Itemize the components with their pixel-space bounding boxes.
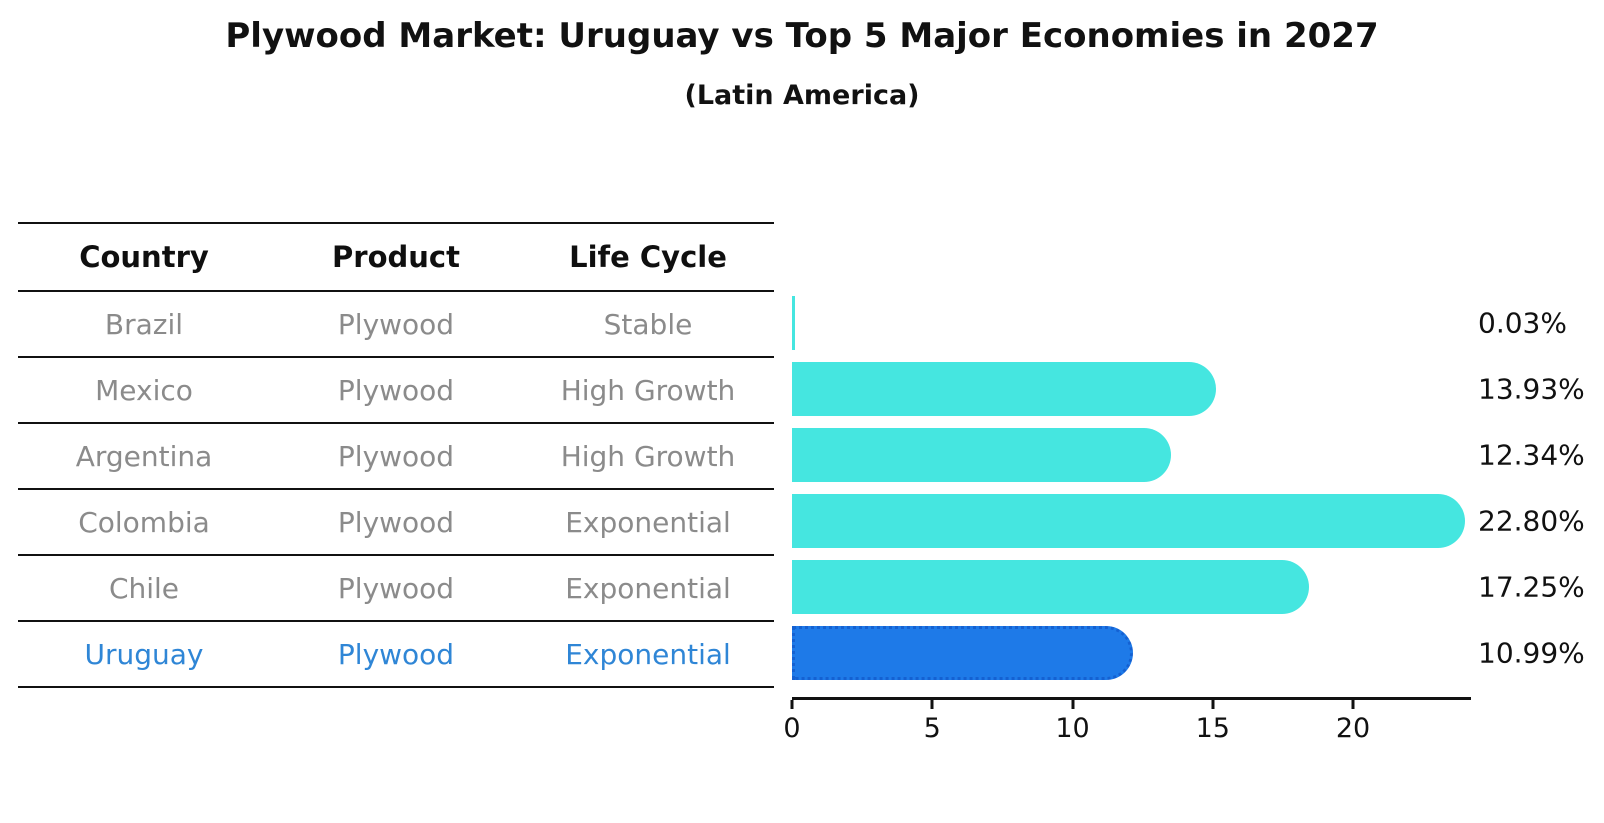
x-axis-tick (790, 700, 794, 709)
bar-brazil (792, 296, 795, 350)
comparison-table: Country Product Life Cycle Brazil Plywoo… (18, 222, 774, 688)
cell-product: Plywood (270, 555, 522, 622)
cell-country: Colombia (18, 489, 270, 556)
cell-country: Chile (18, 555, 270, 622)
bar-uruguay (792, 626, 1134, 680)
x-axis-tick-label: 5 (923, 713, 941, 744)
x-axis-tick-label: 20 (1335, 713, 1371, 744)
cell-life-cycle: Exponential (522, 621, 774, 688)
x-axis-tick-label: 0 (783, 713, 801, 744)
table-row-uruguay: Uruguay Plywood Exponential (18, 621, 774, 688)
value-label-uruguay: 10.99% (1478, 636, 1585, 670)
value-label-chile: 17.25% (1478, 570, 1585, 604)
table-row-mexico: Mexico Plywood High Growth (18, 357, 774, 424)
table-header-row: Country Product Life Cycle (18, 223, 774, 292)
cell-product: Plywood (270, 291, 522, 358)
cell-life-cycle: High Growth (522, 423, 774, 490)
header-life-cycle: Life Cycle (522, 223, 774, 292)
cell-life-cycle: Exponential (522, 555, 774, 622)
cell-life-cycle: Exponential (522, 489, 774, 556)
bar-mexico (792, 362, 1216, 416)
cell-country: Mexico (18, 357, 270, 424)
x-axis-tick (1071, 700, 1074, 709)
cell-life-cycle: Stable (522, 291, 774, 358)
page-title: Plywood Market: Uruguay vs Top 5 Major E… (225, 16, 1379, 56)
header-product: Product (270, 223, 522, 292)
header-country: Country (18, 223, 270, 292)
table-row-chile: Chile Plywood Exponential (18, 555, 774, 622)
cell-product: Plywood (270, 489, 522, 556)
cell-product: Plywood (270, 621, 522, 688)
cell-country: Argentina (18, 423, 270, 490)
value-label-mexico: 13.93% (1478, 372, 1585, 406)
table-row-brazil: Brazil Plywood Stable (18, 291, 774, 358)
bar-argentina (792, 428, 1172, 482)
cell-product: Plywood (270, 357, 522, 424)
table-row-colombia: Colombia Plywood Exponential (18, 489, 774, 556)
x-axis-line (792, 697, 1471, 700)
x-axis-tick (930, 700, 934, 709)
cell-country: Uruguay (18, 621, 270, 688)
table-row-argentina: Argentina Plywood High Growth (18, 423, 774, 490)
page-subtitle: (Latin America) (684, 80, 920, 111)
cell-life-cycle: High Growth (522, 357, 774, 424)
value-label-argentina: 12.34% (1478, 438, 1585, 472)
x-axis-tick-label: 10 (1055, 713, 1090, 744)
value-label-colombia: 22.80% (1478, 504, 1585, 538)
bar-colombia (792, 494, 1465, 548)
x-axis-tick (1211, 700, 1215, 709)
x-axis-tick (1351, 700, 1355, 709)
value-label-brazil: 0.03% (1478, 306, 1567, 340)
bar-chile (792, 560, 1309, 614)
cell-country: Brazil (18, 291, 270, 358)
cell-product: Plywood (270, 423, 522, 490)
x-axis-tick-label: 15 (1195, 713, 1230, 744)
